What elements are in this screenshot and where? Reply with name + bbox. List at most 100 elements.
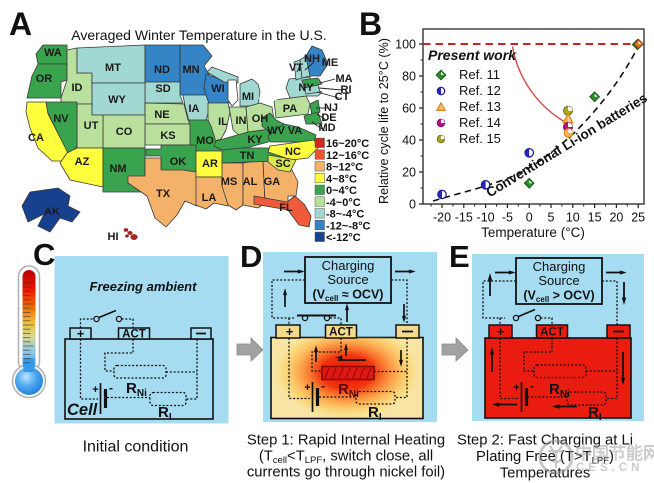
svg-text:Averaged Winter Temperature in: Averaged Winter Temperature in the U.S. <box>71 27 327 43</box>
svg-text:(Vcell > OCV): (Vcell > OCV) <box>523 289 594 305</box>
svg-text:WA: WA <box>44 47 62 59</box>
svg-text:Cell: Cell <box>67 401 98 419</box>
svg-text:SC: SC <box>275 158 290 170</box>
svg-text:MD: MD <box>318 122 335 134</box>
svg-text:Ref. 13: Ref. 13 <box>459 99 501 114</box>
svg-text:Ref. 12: Ref. 12 <box>459 83 501 98</box>
svg-text:TX: TX <box>156 188 171 200</box>
svg-text:<-12°C: <-12°C <box>326 232 361 244</box>
svg-text:IN: IN <box>236 115 247 127</box>
svg-text:-20: -20 <box>433 211 451 225</box>
svg-text:中国节能网: 中国节能网 <box>575 443 654 463</box>
svg-text:WV: WV <box>267 125 285 137</box>
svg-text:MT: MT <box>105 62 121 74</box>
svg-text:20: 20 <box>402 165 416 179</box>
svg-text:VA: VA <box>288 125 303 137</box>
svg-text:-15: -15 <box>455 211 473 225</box>
svg-text:OH: OH <box>252 113 269 125</box>
svg-text:Source: Source <box>538 273 579 288</box>
svg-text:UT: UT <box>84 120 99 132</box>
svg-text:VT: VT <box>289 62 303 74</box>
svg-text:D: D <box>240 239 262 274</box>
svg-text:0: 0 <box>409 197 416 211</box>
svg-text:100: 100 <box>395 37 416 51</box>
svg-text:-12~-8°C: -12~-8°C <box>326 220 371 232</box>
svg-text:NJ: NJ <box>324 102 338 114</box>
svg-text:5: 5 <box>548 211 555 225</box>
svg-text:+: + <box>513 382 519 394</box>
svg-text:WY: WY <box>108 94 126 106</box>
svg-text:HI: HI <box>108 231 119 243</box>
svg-text:currents go through nickel foi: currents go through nickel foil) <box>247 465 445 481</box>
svg-text:RI: RI <box>588 404 602 423</box>
svg-text:B: B <box>359 6 382 42</box>
svg-text:MA: MA <box>335 73 352 85</box>
svg-text:AR: AR <box>202 158 218 170</box>
svg-text:+: + <box>92 384 98 396</box>
svg-text:NH: NH <box>304 53 320 65</box>
svg-text:+: + <box>497 324 505 339</box>
svg-text:Relative cycle life to 25°C (%: Relative cycle life to 25°C (%) <box>377 38 391 204</box>
svg-text:80: 80 <box>402 69 416 83</box>
svg-text:-10: -10 <box>477 211 495 225</box>
svg-text:ME: ME <box>322 57 339 69</box>
svg-text:Present work: Present work <box>428 47 517 63</box>
svg-text:NY: NY <box>298 82 314 94</box>
svg-text:16~20°C: 16~20°C <box>326 138 369 150</box>
svg-text:CES.CN: CES.CN <box>576 462 643 474</box>
svg-text:Step 1: Rapid Internal Heating: Step 1: Rapid Internal Heating <box>247 433 445 449</box>
svg-text:CT: CT <box>335 91 350 103</box>
svg-text:Source: Source <box>327 272 368 287</box>
svg-text:WI: WI <box>211 83 224 95</box>
svg-text:15: 15 <box>588 211 602 225</box>
svg-text:A: A <box>9 6 32 42</box>
svg-text:RI: RI <box>158 404 172 423</box>
svg-text:TN: TN <box>240 150 255 162</box>
svg-text:Step 2: Fast Charging at Li: Step 2: Fast Charging at Li <box>457 433 633 449</box>
svg-text:25: 25 <box>631 211 645 225</box>
svg-text:ND: ND <box>154 64 170 76</box>
svg-text:CO: CO <box>116 126 133 138</box>
svg-text:0: 0 <box>526 211 533 225</box>
svg-text:4~8°C: 4~8°C <box>326 173 357 185</box>
svg-text:MN: MN <box>182 64 199 76</box>
svg-text:IA: IA <box>189 103 200 115</box>
svg-text:ACT: ACT <box>540 327 564 339</box>
svg-text:Charging: Charging <box>322 258 375 273</box>
svg-text:AK: AK <box>44 206 60 218</box>
svg-text:FL: FL <box>279 202 293 214</box>
svg-text:(Tcell<TLPF, switch close, al: (Tcell<TLPF, switch close, all <box>259 449 433 467</box>
svg-text:-4~0°C: -4~0°C <box>326 197 361 209</box>
svg-text:40: 40 <box>402 133 416 147</box>
svg-text:(Vcell ≈ OCV): (Vcell ≈ OCV) <box>313 288 384 304</box>
svg-text:MS: MS <box>221 176 238 188</box>
svg-text:-: - <box>321 379 325 393</box>
svg-text:-5: -5 <box>502 211 513 225</box>
svg-text:Initial condition: Initial condition <box>83 439 189 456</box>
svg-text:Charging: Charging <box>533 259 586 274</box>
svg-text:LA: LA <box>202 192 217 204</box>
svg-text:Freezing ambient: Freezing ambient <box>90 279 198 294</box>
svg-text:RI: RI <box>368 404 382 423</box>
svg-text:SD: SD <box>155 83 170 95</box>
svg-text:Ref. 14: Ref. 14 <box>459 115 501 130</box>
svg-text:10: 10 <box>566 211 580 225</box>
svg-text:NM: NM <box>109 163 126 175</box>
svg-text:Ref. 15: Ref. 15 <box>459 131 501 146</box>
svg-text:DE: DE <box>321 112 336 124</box>
svg-text:ACT: ACT <box>329 327 353 339</box>
svg-text:GA: GA <box>264 176 281 188</box>
svg-text:Ref. 11: Ref. 11 <box>459 67 500 82</box>
svg-text:60: 60 <box>402 101 416 115</box>
svg-text:MO: MO <box>196 135 214 147</box>
svg-text:C: C <box>33 237 55 272</box>
svg-text:KS: KS <box>160 130 175 142</box>
svg-text:PA: PA <box>283 103 298 115</box>
svg-text:+: + <box>77 326 85 341</box>
svg-text:8~12°C: 8~12°C <box>326 162 363 174</box>
svg-text:IL: IL <box>218 116 228 128</box>
svg-text:OR: OR <box>36 73 53 85</box>
svg-text:12~16°C: 12~16°C <box>326 150 369 162</box>
svg-text:AL: AL <box>243 176 258 188</box>
svg-text:CA: CA <box>28 132 44 144</box>
